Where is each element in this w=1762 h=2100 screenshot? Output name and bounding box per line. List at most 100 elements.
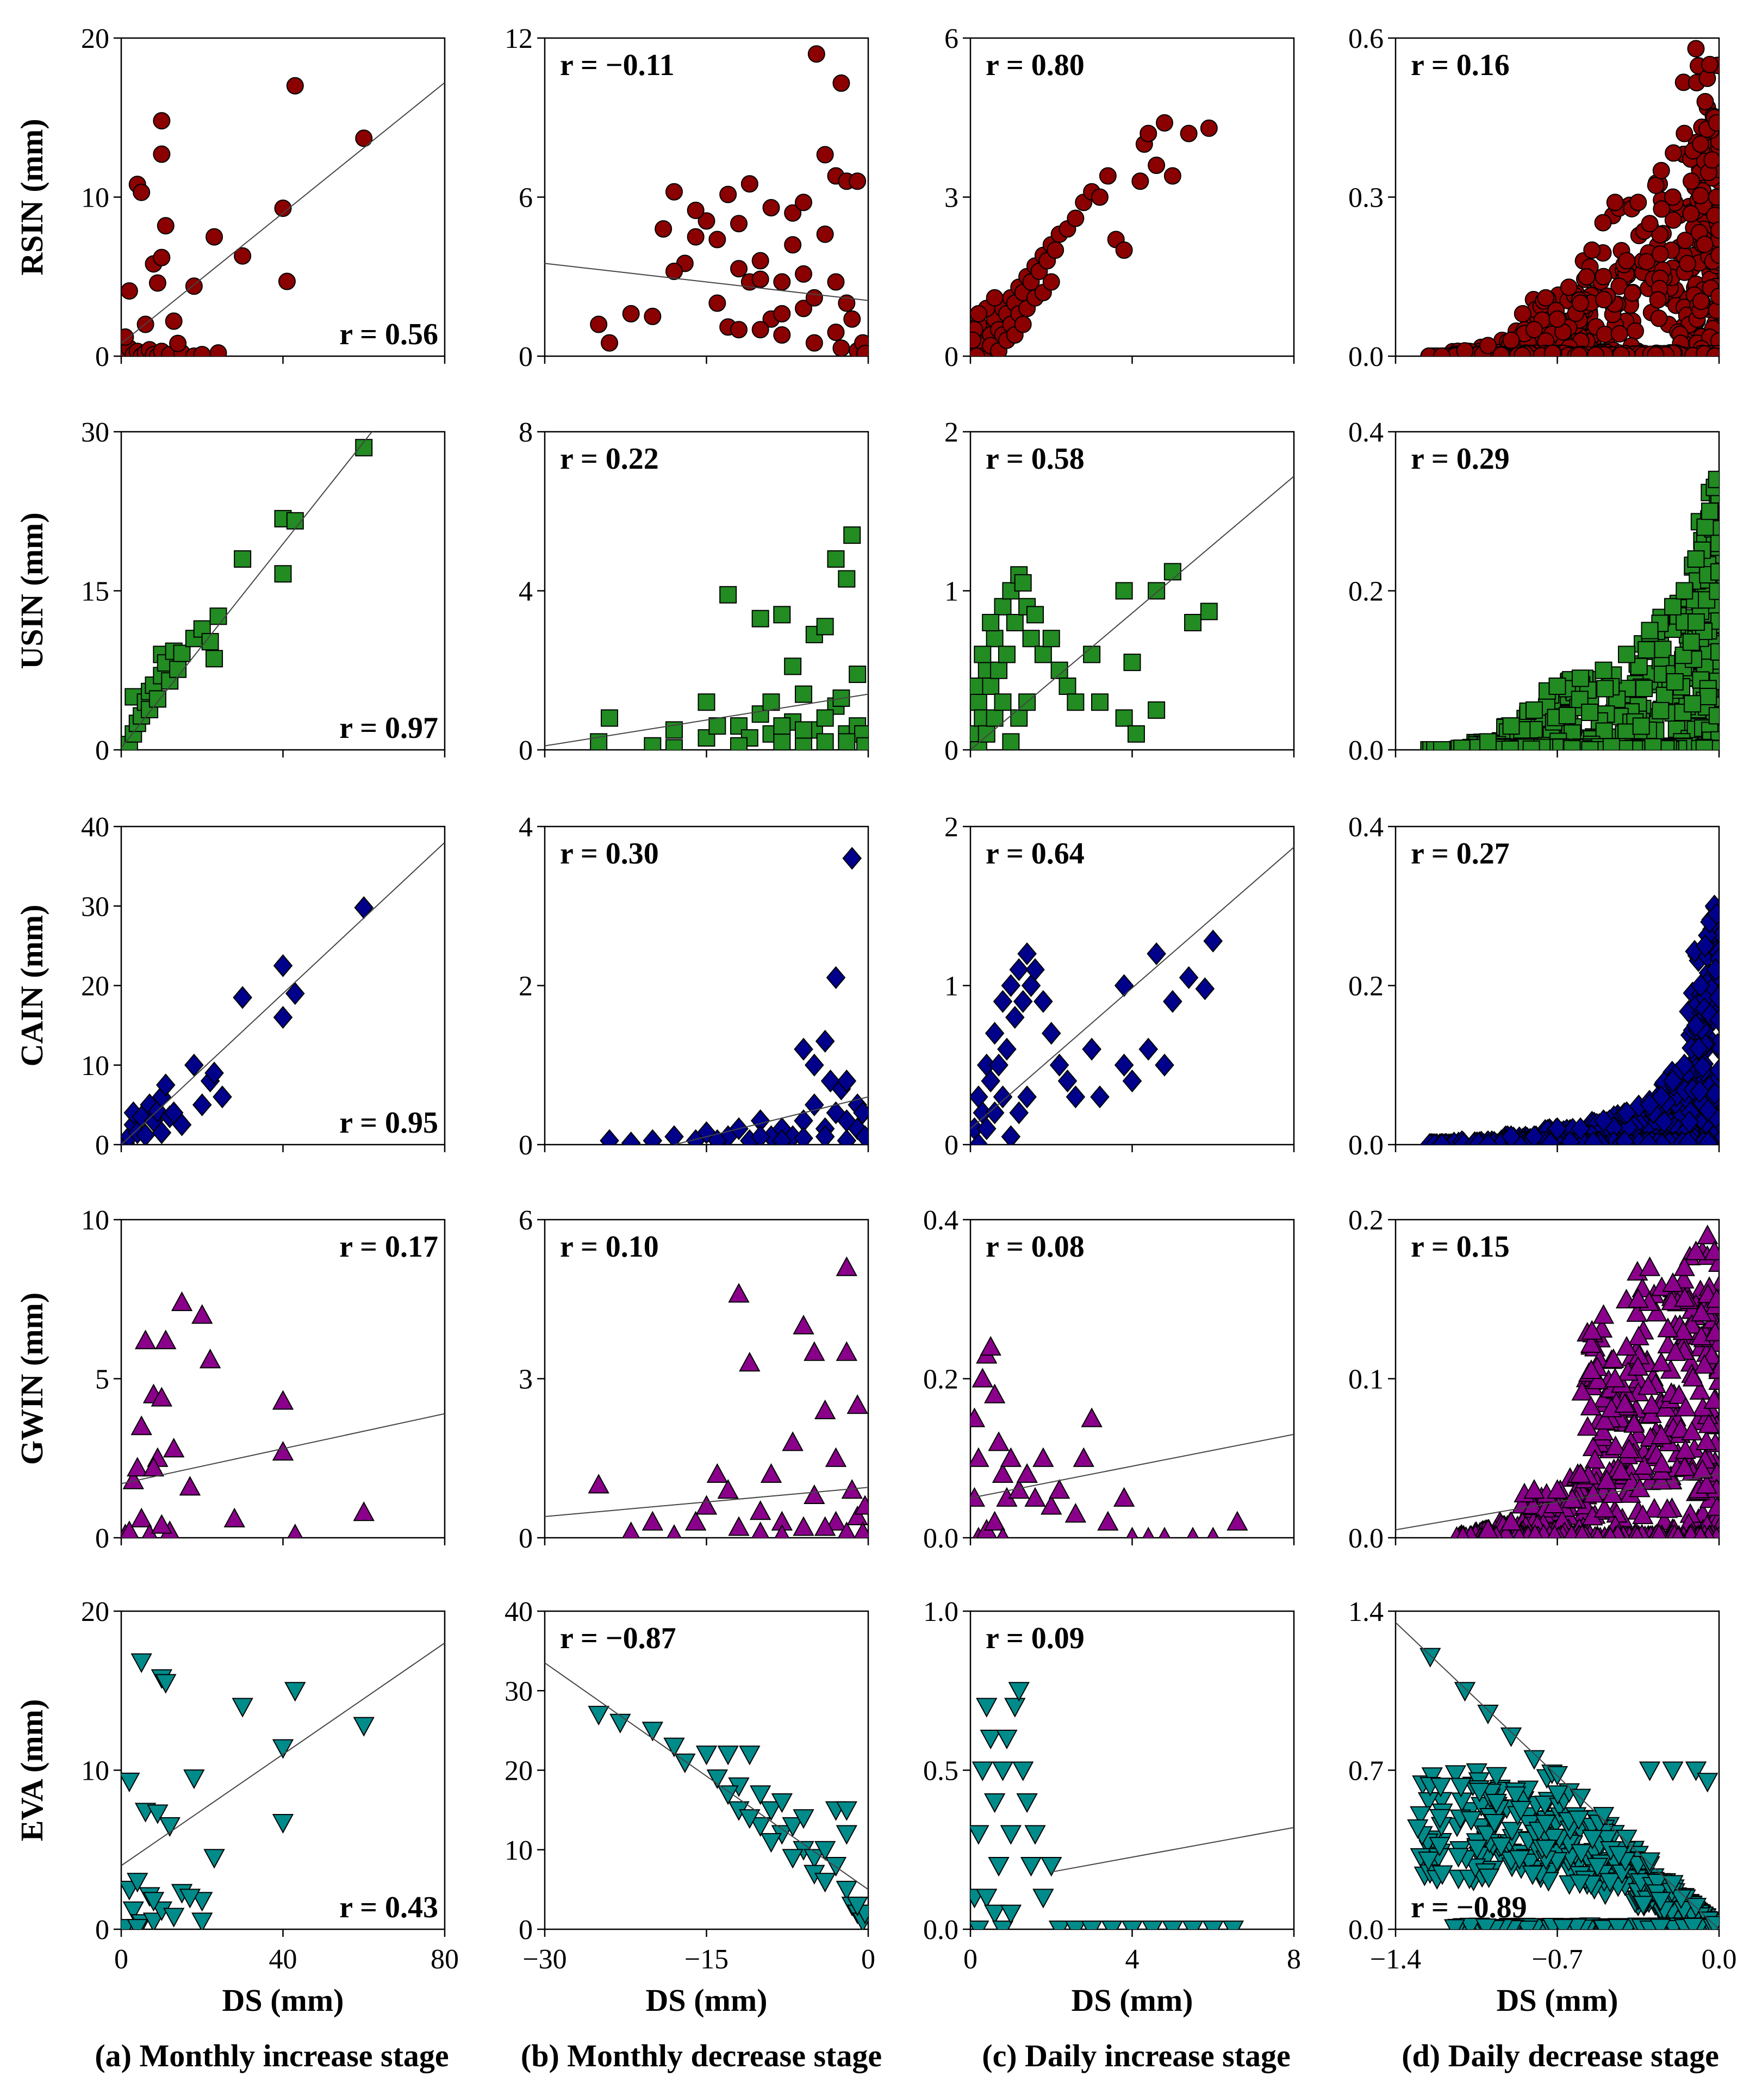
y-tick-label: 0.2 — [923, 1364, 958, 1395]
data-point — [838, 294, 856, 312]
x-tick-label: 0 — [114, 1944, 128, 1975]
panel-r1-c1: 0 4 8 r = 0.22 — [519, 417, 869, 766]
data-point — [1581, 704, 1599, 722]
data-point — [1020, 1857, 1042, 1877]
trend-line — [545, 693, 868, 747]
data-point — [199, 1349, 221, 1369]
y-tick-label: 30 — [505, 1676, 533, 1707]
data-point — [854, 1495, 868, 1515]
data-point — [664, 1125, 684, 1145]
data-point — [1617, 723, 1635, 741]
data-point — [1649, 291, 1667, 309]
point-layer — [970, 1335, 1248, 1538]
data-point — [1684, 695, 1702, 713]
data-point — [1630, 1526, 1644, 1538]
data-point — [1687, 40, 1705, 58]
data-point — [159, 1817, 180, 1837]
data-point — [133, 183, 151, 201]
data-point — [1570, 1844, 1592, 1864]
data-point — [1638, 253, 1655, 271]
data-point — [1709, 1059, 1719, 1082]
data-point — [794, 1037, 813, 1061]
data-point — [1522, 740, 1540, 750]
data-point — [1582, 1483, 1604, 1503]
trend-line — [121, 1642, 445, 1866]
data-point — [1131, 172, 1149, 190]
data-point — [793, 1314, 814, 1334]
data-point — [273, 954, 293, 977]
data-point — [1200, 602, 1218, 620]
data-point — [1123, 654, 1141, 672]
data-point — [1432, 1133, 1452, 1145]
data-point — [1689, 1037, 1709, 1060]
data-point — [1142, 1526, 1155, 1538]
y-tick-label: 10 — [81, 1051, 109, 1082]
data-point — [784, 204, 802, 222]
data-point — [1675, 1396, 1697, 1416]
data-point — [1547, 1117, 1567, 1140]
data-point — [1048, 1479, 1070, 1499]
data-point — [1498, 1524, 1514, 1538]
data-point — [1081, 1921, 1103, 1929]
data-point — [1644, 738, 1662, 750]
y-tick-label: 0 — [95, 1130, 109, 1161]
y-axis-label: EVA (mm) — [14, 1699, 49, 1842]
data-point — [751, 1521, 769, 1538]
data-point — [760, 1801, 782, 1821]
data-point — [1651, 245, 1669, 263]
data-point — [993, 1085, 1013, 1109]
data-point — [730, 737, 748, 750]
trend-line — [970, 847, 1294, 1129]
data-point — [234, 247, 252, 265]
data-point — [1696, 518, 1714, 536]
data-point — [1456, 342, 1474, 356]
panel-r1-c0: 0 15 30 r = 0.97 USIN (mm) — [14, 417, 446, 766]
y-tick-label: 3 — [519, 1364, 533, 1395]
y-tick-label: 10 — [81, 1205, 109, 1236]
data-point — [1492, 346, 1510, 356]
data-point — [1671, 1526, 1685, 1538]
data-point — [273, 1005, 293, 1029]
data-point — [1595, 291, 1613, 309]
data-point — [988, 1857, 1010, 1877]
y-tick-label: 20 — [81, 23, 109, 54]
data-point — [1710, 612, 1719, 630]
data-point — [1485, 1767, 1508, 1787]
data-point — [1672, 1320, 1694, 1340]
data-point — [804, 1849, 825, 1869]
data-point — [1025, 958, 1045, 981]
data-point — [782, 1849, 804, 1869]
data-point — [1099, 167, 1117, 185]
data-point — [1623, 284, 1641, 302]
data-point — [807, 45, 825, 63]
data-point — [1578, 268, 1596, 286]
data-point — [1628, 1325, 1649, 1346]
data-point — [836, 1341, 858, 1361]
data-point — [1703, 151, 1719, 169]
data-point — [684, 1511, 707, 1531]
y-tick-label: 12 — [505, 23, 533, 54]
r-coefficient-label: r = 0.58 — [986, 442, 1085, 476]
point-layer — [1420, 470, 1719, 750]
data-point — [1509, 1850, 1530, 1870]
point-layer — [121, 896, 374, 1145]
data-point — [739, 1745, 761, 1766]
data-point — [1615, 1130, 1635, 1145]
data-point — [1691, 1459, 1714, 1479]
point-layer — [970, 1682, 1244, 1929]
data-point — [996, 1730, 1018, 1750]
data-point — [1707, 902, 1719, 925]
y-axis-label: CAIN (mm) — [14, 905, 49, 1067]
data-point — [1698, 1131, 1718, 1145]
y-tick-label: 0 — [95, 1523, 109, 1554]
data-point — [760, 1833, 782, 1853]
data-point — [1593, 1109, 1614, 1133]
data-point — [814, 1516, 836, 1536]
data-point — [687, 228, 705, 246]
data-point — [1513, 1526, 1526, 1538]
data-point — [773, 273, 791, 291]
data-point — [179, 1888, 201, 1909]
data-point — [1618, 1438, 1640, 1458]
